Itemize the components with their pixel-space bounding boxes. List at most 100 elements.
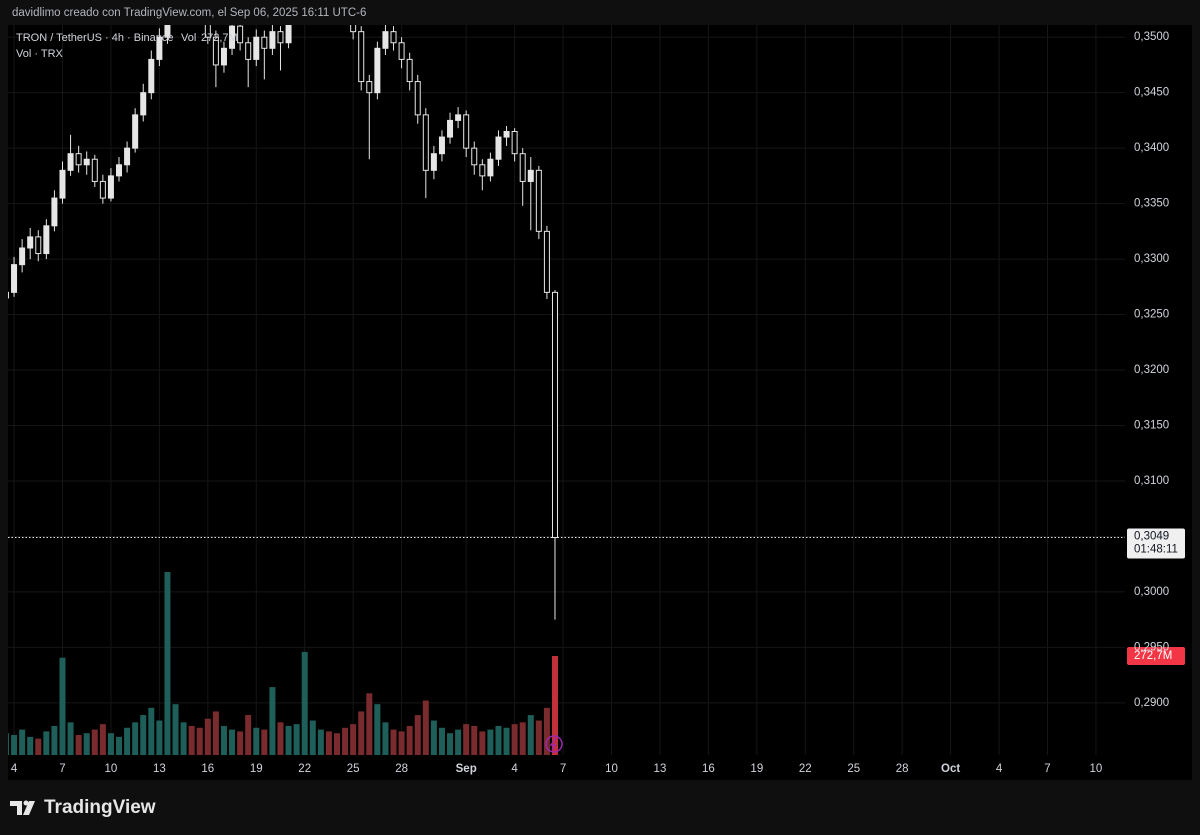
- candle-body: [543, 230, 550, 293]
- volume-tag-label: 272,7M: [1134, 650, 1172, 662]
- volume-bar: [148, 707, 155, 755]
- candle-body: [422, 114, 429, 171]
- volume-bar: [164, 572, 171, 755]
- y-tick-label: 0,3350: [1134, 198, 1169, 210]
- volume-bar: [19, 729, 26, 755]
- y-tick-label: 0,2950: [1134, 641, 1169, 653]
- x-tick-label: 10: [105, 763, 118, 775]
- x-tick-label: 22: [799, 763, 812, 775]
- legend-volume: Vol · TRX: [16, 48, 64, 60]
- volume-bar: [414, 715, 421, 755]
- candle-body: [334, 0, 339, 4]
- candle-body: [398, 42, 405, 60]
- candle-body: [495, 136, 502, 160]
- x-tick-label: 16: [702, 763, 715, 775]
- x-tick-label: 4: [11, 763, 18, 775]
- volume-bar: [358, 711, 365, 755]
- y-tick-label: 0,3400: [1134, 142, 1169, 154]
- volume-bar: [390, 729, 397, 755]
- x-tick-label: 7: [1044, 763, 1050, 775]
- volume-bar: [285, 725, 292, 755]
- candle-body: [253, 36, 260, 60]
- candle-body: [212, 36, 219, 66]
- candle-body: [455, 114, 462, 121]
- volume-pane: [8, 572, 558, 755]
- candle-body: [358, 31, 365, 83]
- volume-bar: [382, 722, 389, 755]
- volume-bar: [503, 727, 510, 755]
- volume-bar: [27, 736, 34, 755]
- candle-body: [51, 197, 58, 227]
- volume-bar: [325, 731, 332, 755]
- volume-bar: [519, 722, 526, 755]
- volume-bar: [261, 729, 268, 755]
- axes: 0,2900 0,2950 0,3000 0,3050 0,3100 0,3150 0,32…: [11, 31, 1178, 775]
- volume-bar: [11, 735, 18, 755]
- candle-body: [511, 131, 518, 155]
- candle-body: [535, 169, 542, 232]
- candles: [8, 0, 558, 620]
- volume-bar: [350, 724, 357, 755]
- brand-name: TradingView: [44, 797, 156, 818]
- candle-body: [245, 42, 252, 60]
- volume-bar: [479, 731, 486, 755]
- x-tick-label: 19: [250, 763, 263, 775]
- candle-body: [479, 164, 486, 177]
- legend-volume-title: Vol: [181, 32, 196, 44]
- candle-body: [164, 25, 171, 38]
- chart-background: [8, 25, 1192, 780]
- y-tick-label: 0,3050: [1134, 530, 1169, 542]
- volume-bar: [422, 700, 429, 755]
- volume-bar: [83, 733, 90, 755]
- x-tick-label: 10: [1090, 763, 1103, 775]
- volume-bar: [180, 722, 187, 755]
- x-tick-label: Oct: [941, 763, 960, 775]
- volume-bar: [447, 733, 454, 755]
- volume-bar: [188, 725, 195, 755]
- candle-body: [350, 25, 357, 33]
- candle-body: [438, 136, 445, 155]
- volume-bar: [204, 718, 211, 755]
- volume-bar: [301, 651, 308, 755]
- x-tick-label: 28: [395, 763, 408, 775]
- volume-bar: [277, 722, 284, 755]
- lightning-icon: [545, 735, 563, 753]
- candle-body: [132, 114, 139, 149]
- x-tick-label: 22: [298, 763, 311, 775]
- candle-body: [447, 119, 454, 138]
- x-tick-label: 7: [560, 763, 566, 775]
- volume-bar: [406, 725, 413, 755]
- volume-bar: [156, 720, 163, 755]
- candle-body: [551, 291, 558, 539]
- candle-body: [140, 92, 147, 116]
- candle-body: [43, 225, 50, 255]
- candle-body: [503, 131, 510, 138]
- volume-bar: [196, 727, 203, 755]
- candle-body: [237, 25, 244, 44]
- candle-body: [463, 114, 470, 149]
- candle-body: [366, 81, 373, 94]
- legend-volume-value: 272,7M: [201, 32, 238, 44]
- candle-body: [302, 0, 307, 4]
- x-tick-label: 25: [847, 763, 860, 775]
- candle-body: [156, 36, 163, 60]
- volume-bar: [67, 722, 74, 755]
- volume-bar: [253, 727, 260, 755]
- y-tick-label: 0,3500: [1134, 31, 1169, 43]
- volume-bar: [229, 729, 236, 755]
- volume-bar: [51, 725, 58, 755]
- volume-bar: [342, 727, 349, 755]
- x-tick-label: 25: [347, 763, 360, 775]
- volume-bar: [430, 720, 437, 755]
- legend-symbol: TRON / TetherUS · 4h · Binance: [16, 32, 174, 44]
- candle-body: [59, 169, 66, 199]
- volume-bar: [43, 731, 50, 755]
- candle-body: [19, 247, 26, 266]
- volume-bar: [455, 729, 462, 755]
- volume-bar: [398, 731, 405, 755]
- volume-bar: [463, 724, 470, 755]
- brand-logo: [10, 800, 35, 815]
- volume-bar: [99, 724, 106, 755]
